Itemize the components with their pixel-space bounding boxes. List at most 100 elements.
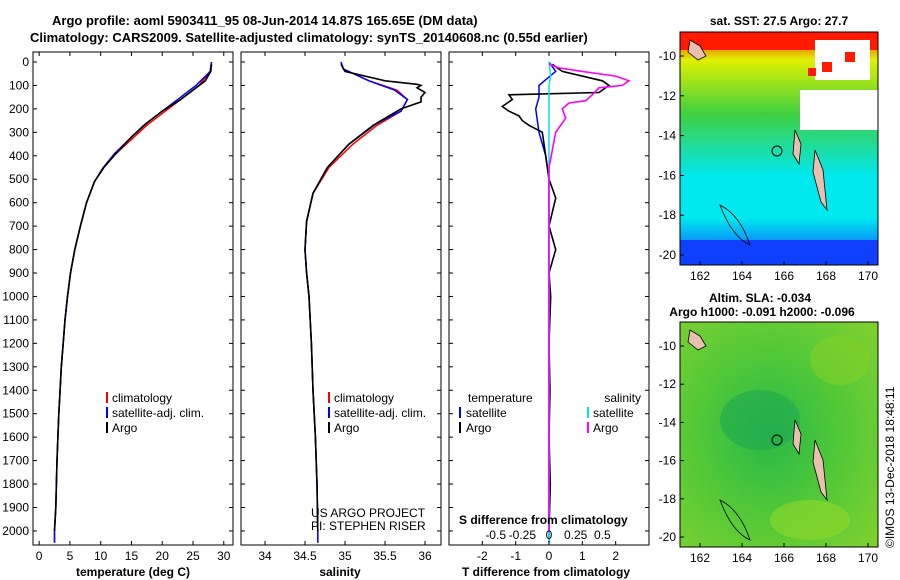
x-tick-label: 1	[579, 549, 586, 563]
island	[687, 329, 707, 351]
x-tick-label: 36	[418, 549, 432, 563]
imos-stamp: ©IMOS 13-Dec-2018 18:48:11	[883, 386, 897, 548]
map-y-tick-label: -20	[659, 530, 677, 544]
sst-cool-band	[680, 240, 878, 265]
x-tick-label: 0	[546, 549, 553, 563]
salinity-axes	[240, 51, 442, 546]
profile-panels	[32, 51, 650, 546]
sst-cell	[808, 68, 816, 76]
s-tick-label: 0.25	[564, 528, 588, 542]
reef-outline	[719, 204, 751, 246]
map-x-tick-label: 162	[690, 269, 710, 283]
depth-tick-label: 800	[9, 243, 29, 257]
salinity-legend: climatology satellite-adj. clim. Argo	[328, 391, 426, 435]
depth-tick-label: 500	[9, 172, 29, 186]
x-tick-label: 5	[67, 549, 74, 563]
temperature-legend: climatology satellite-adj. clim. Argo	[106, 391, 204, 435]
s-tick-label: 0.5	[594, 528, 611, 542]
legend-label: climatology	[334, 391, 394, 405]
x-tick-label: 25	[186, 549, 200, 563]
temperature-axes	[32, 51, 234, 546]
x-tick-label: 2	[612, 549, 619, 563]
x-tick-label: 35.5	[373, 549, 397, 563]
sla-map-axes: 162 164 166 168 170 -10 -12 -14 -16 -18 -20	[659, 339, 879, 565]
depth-tick-label: 1100	[3, 313, 29, 327]
map-x-tick-label: 170	[858, 551, 878, 565]
legend-swatch-argo	[328, 422, 330, 433]
map-y-tick-label: -10	[659, 49, 677, 63]
depth-tick-label: 700	[9, 219, 29, 233]
depth-tick-label: 1600	[2, 430, 29, 444]
legend-swatch-climatology	[328, 392, 330, 403]
map-x-tick-label: 162	[690, 551, 710, 565]
argo-float-marker	[771, 434, 783, 446]
map-y-tick-label: -14	[659, 129, 677, 143]
sst-map-frame	[679, 31, 879, 266]
s-tick-label: 0	[546, 528, 553, 542]
depth-tick-label: 0	[22, 55, 29, 69]
x-tick-label: 20	[156, 549, 170, 563]
legend-label: Argo	[593, 421, 619, 435]
credit-line1: US ARGO PROJECT	[311, 506, 426, 520]
difference-xlabel: T difference from climatology	[462, 565, 630, 579]
s-tick-label: -0.25	[509, 528, 537, 542]
legend-swatch-satellite	[459, 407, 461, 418]
legend-label: satellite	[593, 406, 634, 420]
reef-outline	[719, 499, 751, 541]
legend-title-temperature: temperature	[468, 391, 533, 405]
sla-anomaly	[720, 390, 800, 450]
depth-tick-label: 1400	[2, 383, 29, 397]
legend-label: climatology	[112, 391, 172, 405]
depth-tick-label: 300	[9, 125, 29, 139]
series-line-argo	[304, 63, 427, 531]
map-x-tick-label: 166	[774, 551, 794, 565]
island	[687, 39, 707, 61]
salinity-xlabel: salinity	[319, 565, 361, 579]
depth-tick-label: 1000	[2, 289, 29, 303]
difference-legend: temperature satellite Argo salinity sate…	[459, 391, 641, 435]
figure-title-line2: Climatology: CARS2009. Satellite-adjuste…	[30, 30, 588, 45]
map-y-tick-label: -18	[659, 492, 677, 506]
island	[792, 419, 802, 456]
x-tick-label: 34	[258, 549, 272, 563]
sla-map-title-line2: Argo h1000: -0.091 h2000: -0.096	[669, 305, 855, 319]
sst-cell	[845, 52, 855, 62]
island	[812, 149, 828, 212]
legend-swatch-climatology	[106, 392, 108, 403]
temperature-xlabel: temperature (deg C)	[76, 565, 190, 579]
depth-tick-label: 1300	[2, 360, 29, 374]
argo-float-marker	[771, 145, 783, 157]
legend-title-salinity: salinity	[604, 391, 641, 405]
depth-tick-label: 1200	[2, 336, 29, 350]
map-y-tick-label: -14	[659, 415, 677, 429]
x-tick-label: 30	[217, 549, 231, 563]
map-y-tick-label: -12	[659, 377, 677, 391]
series-line-argo	[548, 63, 631, 531]
depth-tick-label: 1700	[2, 454, 29, 468]
depth-tick-label: 1800	[2, 477, 29, 491]
island	[792, 129, 802, 166]
sla-anomaly	[810, 335, 870, 385]
sst-map	[680, 32, 878, 265]
series-line-argo	[53, 64, 213, 531]
map-y-tick-label: -18	[659, 208, 677, 222]
x-axes: 0 5 10 15 20 25 30 34 34.5 35 35.5 36 -2 -1 0 1 2 -0.5 -0.…	[36, 52, 619, 563]
x-tick-label: 34.5	[293, 549, 317, 563]
x-tick-label: 0	[36, 549, 43, 563]
map-x-tick-label: 164	[732, 551, 752, 565]
map-y-tick-label: -16	[659, 454, 677, 468]
x-tick-label: -1	[510, 549, 521, 563]
legend-label: satellite-adj. clim.	[334, 406, 426, 420]
depth-tick-label: 400	[9, 149, 29, 163]
map-x-tick-label: 168	[816, 269, 836, 283]
depth-tick-label: 900	[9, 266, 29, 280]
x-tick-label: -2	[477, 549, 488, 563]
depth-axis: 0 100 200 300 400 500 600 700 800 900 1000 1100 1200…	[2, 55, 649, 538]
x-tick-label: 10	[94, 549, 108, 563]
credit-line2: PI: STEPHEN RISER	[311, 519, 426, 533]
map-x-tick-label: 168	[816, 551, 836, 565]
legend-label: Argo	[334, 421, 360, 435]
legend-swatch-argo-s	[587, 422, 589, 433]
s-difference-label: S difference from climatology	[459, 513, 628, 527]
